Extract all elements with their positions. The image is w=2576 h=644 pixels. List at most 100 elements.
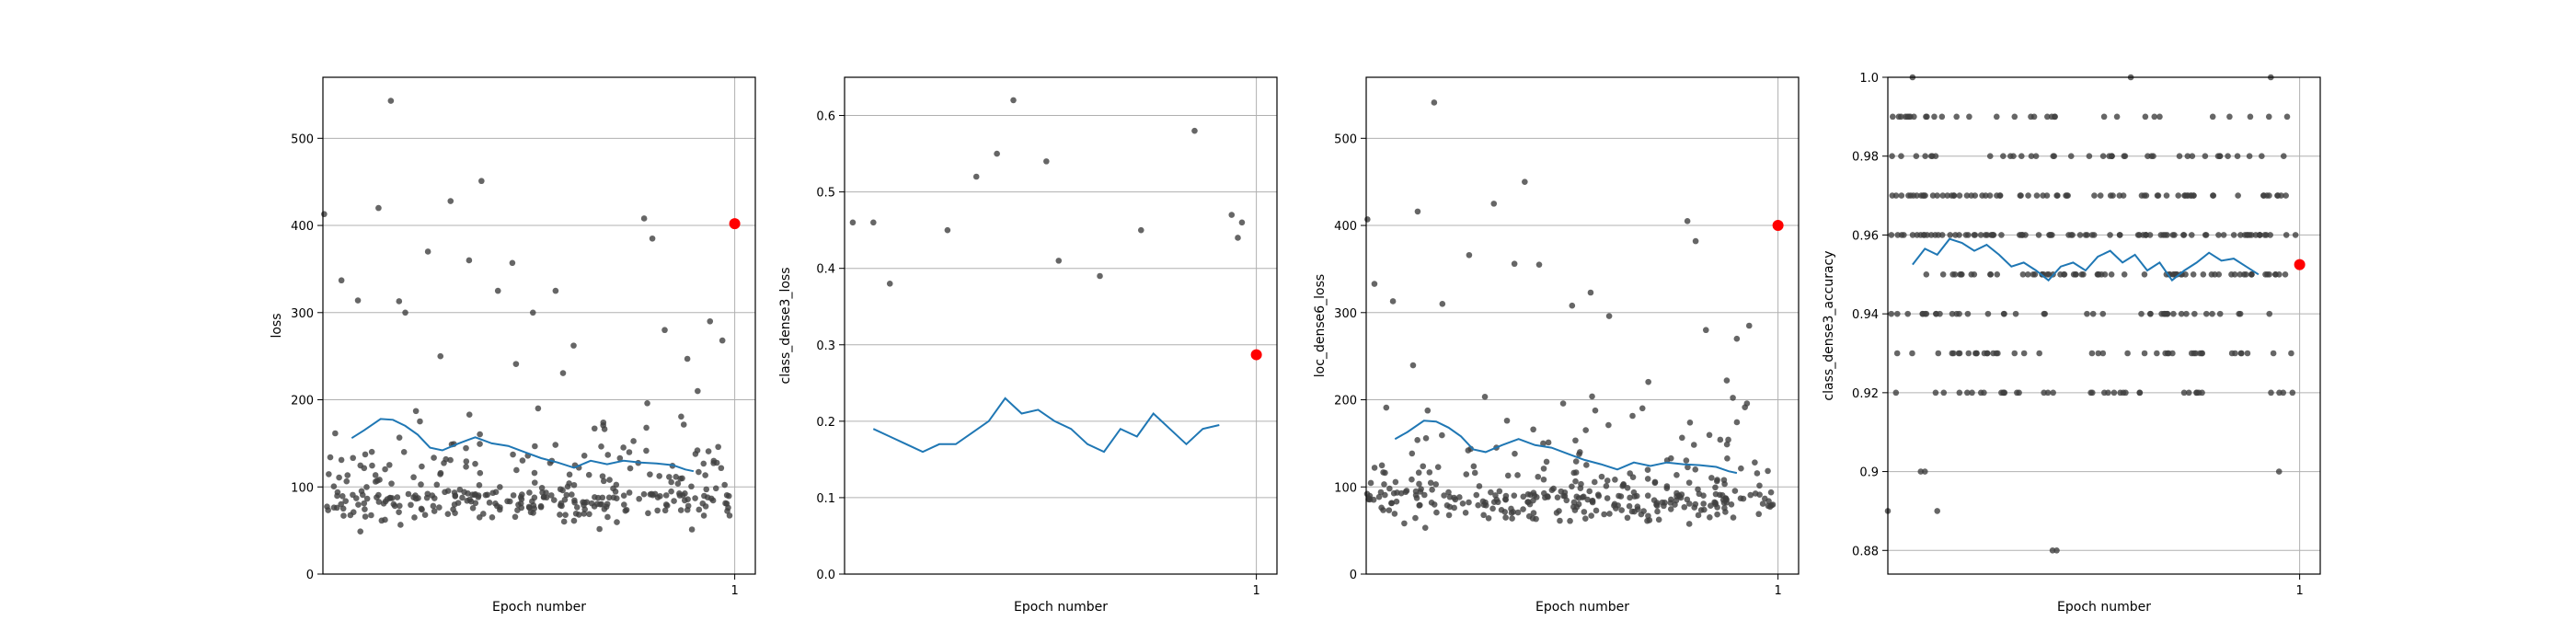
scatter-point	[1933, 310, 1939, 317]
scatter-point	[375, 491, 382, 499]
scatter-point	[1956, 310, 1962, 317]
scatter-point	[1489, 505, 1496, 512]
scatter-point	[581, 453, 588, 459]
scatter-point	[1391, 511, 1398, 517]
scatter-point	[1655, 516, 1662, 523]
scatter-point	[1733, 419, 1741, 426]
y-tick-label: 0.98	[1852, 151, 1879, 165]
scatter-point	[1949, 270, 1956, 278]
scatter-point	[2048, 113, 2055, 121]
scatter-point	[444, 511, 452, 517]
scatter-point	[1563, 497, 1570, 504]
scatter-point	[583, 499, 591, 506]
scatter-point	[1654, 508, 1661, 515]
scatter-point	[1502, 514, 1509, 521]
scatter-point	[569, 491, 575, 498]
scatter-point	[1434, 464, 1442, 470]
scatter-point	[1443, 501, 1451, 509]
scatter-point	[2280, 153, 2287, 160]
rolling-mean-line	[351, 418, 695, 473]
final-value-point	[729, 218, 741, 230]
scatter-point	[2014, 389, 2020, 397]
scatter-point	[368, 448, 375, 455]
scatter-point	[640, 490, 648, 498]
scatter-point	[707, 317, 714, 325]
scatter-point	[1707, 514, 1713, 521]
scatter-point	[2089, 310, 2097, 317]
scatter-point	[2010, 153, 2017, 160]
scatter-point	[1586, 488, 1593, 495]
y-tick-label: 0.2	[816, 416, 835, 430]
scatter-point	[436, 504, 443, 511]
scatter-point	[2041, 389, 2047, 397]
scatter-point	[497, 484, 503, 490]
scatter-point	[1998, 232, 2005, 238]
scatter-point	[2061, 270, 2067, 278]
scatter-point	[2050, 389, 2056, 397]
scatter-point	[1685, 479, 1693, 486]
scatter-point	[1581, 515, 1589, 522]
scatter-point	[437, 471, 443, 477]
scatter-point	[1530, 426, 1536, 433]
scatter-point	[1492, 492, 1499, 499]
scatter-point	[2259, 153, 2265, 160]
scatter-point	[352, 495, 360, 501]
scatter-point	[2138, 310, 2145, 317]
scatter-point	[2107, 192, 2114, 199]
scatter-point	[1982, 192, 1989, 199]
scatter-point	[1589, 499, 1596, 506]
scatter-point	[1684, 218, 1691, 224]
scatter-point	[1496, 488, 1503, 495]
scatter-point	[1644, 466, 1651, 474]
scatter-point	[1431, 501, 1438, 508]
scatter-point	[361, 500, 368, 507]
scatter-point	[1573, 493, 1581, 500]
scatter-point	[1685, 464, 1691, 471]
scatter-point	[2202, 153, 2209, 160]
scatter-point	[388, 495, 396, 501]
scatter-point	[2001, 389, 2008, 397]
scatter-point	[599, 473, 606, 479]
x-tick-label: 1	[2295, 584, 2303, 598]
scatter-point	[597, 500, 604, 508]
scatter-point	[2169, 350, 2176, 357]
scatter-point	[1617, 493, 1625, 500]
scatter-point	[1446, 493, 1454, 500]
scatter-point	[1690, 442, 1697, 448]
scatter-point	[1601, 511, 1607, 518]
scatter-point	[2121, 270, 2128, 278]
axes-frame	[1365, 76, 1800, 575]
scatter-point	[721, 481, 728, 489]
scatter-point	[518, 496, 525, 502]
scatter-point	[1569, 483, 1575, 490]
scatter-point	[566, 480, 572, 487]
scatter-point	[2019, 270, 2027, 278]
scatter-point	[1481, 394, 1489, 400]
scatter-point	[586, 511, 592, 518]
scatter-point	[1644, 517, 1650, 524]
y-tick-label: 0.4	[816, 263, 835, 277]
scatter-point	[705, 448, 712, 454]
scatter-point	[1730, 395, 1736, 401]
scatter-point	[1572, 469, 1580, 476]
scatter-point	[1432, 481, 1440, 488]
scatter-point	[1420, 463, 1427, 470]
rolling-mean-line	[1912, 237, 2260, 282]
scatter-point	[2170, 310, 2177, 317]
scatter-point	[1627, 470, 1634, 477]
scatter-point	[1756, 491, 1763, 498]
scatter-point	[1228, 212, 1236, 218]
scatter-point	[684, 502, 692, 510]
scatter-point	[1383, 404, 1390, 411]
scatter-point	[1371, 281, 1378, 287]
scatter-point	[1923, 113, 1929, 121]
scatter-point	[2228, 270, 2235, 278]
loss-panel: 0 100 200 300 400 500	[291, 76, 756, 582]
scatter-point	[2215, 232, 2222, 238]
scatter-point	[688, 526, 696, 533]
scatter-point	[2088, 350, 2096, 357]
scatter-point	[2288, 350, 2294, 357]
scatter-point	[2036, 350, 2042, 357]
scatter-point	[1907, 113, 1914, 121]
scatter-point	[550, 497, 558, 503]
